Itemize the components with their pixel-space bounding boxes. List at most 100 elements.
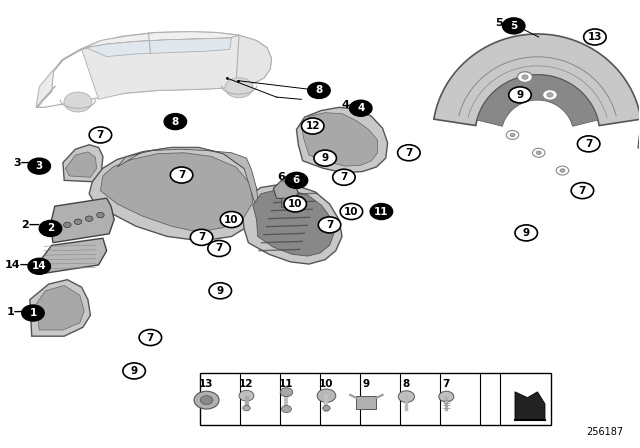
Circle shape [200, 396, 212, 405]
Text: 6—: 6— [278, 172, 296, 182]
Circle shape [89, 127, 111, 143]
Circle shape [556, 166, 569, 175]
Circle shape [370, 203, 392, 220]
Text: 5—: 5— [495, 18, 514, 28]
Circle shape [577, 136, 600, 152]
Circle shape [349, 100, 372, 116]
Text: 9: 9 [516, 90, 524, 100]
Circle shape [243, 405, 250, 411]
Circle shape [28, 158, 51, 174]
Text: 9: 9 [363, 379, 370, 389]
Circle shape [239, 390, 254, 401]
Polygon shape [86, 38, 232, 56]
Circle shape [282, 405, 291, 413]
Text: 7: 7 [178, 170, 185, 180]
Text: 10: 10 [319, 379, 333, 389]
Circle shape [397, 145, 420, 161]
Polygon shape [434, 34, 640, 125]
Circle shape [39, 220, 61, 237]
Text: 7: 7 [326, 220, 333, 230]
Text: 3: 3 [36, 161, 43, 171]
Circle shape [164, 114, 187, 129]
Text: 1—: 1— [6, 307, 26, 317]
Polygon shape [82, 35, 239, 99]
Text: 7: 7 [215, 243, 223, 254]
Circle shape [308, 82, 330, 99]
Polygon shape [36, 47, 86, 108]
Text: 9: 9 [523, 228, 530, 238]
Circle shape [301, 118, 324, 134]
Text: 8: 8 [316, 86, 323, 95]
Text: 7: 7 [405, 148, 413, 158]
Text: 7: 7 [443, 379, 450, 389]
Text: 13: 13 [588, 32, 602, 42]
Circle shape [510, 133, 515, 137]
Text: 9: 9 [217, 286, 224, 296]
Text: 7: 7 [198, 233, 205, 242]
Polygon shape [253, 190, 334, 256]
Circle shape [515, 225, 538, 241]
Circle shape [194, 391, 219, 409]
Circle shape [97, 212, 104, 218]
Circle shape [502, 18, 525, 34]
Polygon shape [82, 32, 239, 49]
Text: 11: 11 [279, 379, 294, 389]
Text: 14—: 14— [5, 260, 32, 270]
Circle shape [560, 169, 565, 172]
Text: 4: 4 [357, 103, 364, 113]
Circle shape [74, 219, 82, 224]
Circle shape [506, 130, 519, 139]
Circle shape [536, 151, 541, 155]
Polygon shape [242, 185, 342, 264]
Polygon shape [63, 145, 103, 182]
Polygon shape [89, 147, 259, 241]
Circle shape [63, 222, 71, 228]
Text: 5: 5 [510, 21, 517, 31]
Polygon shape [65, 152, 97, 177]
Text: 8: 8 [172, 116, 179, 127]
Polygon shape [638, 115, 640, 148]
Text: 6: 6 [293, 175, 300, 185]
Circle shape [280, 388, 292, 396]
Text: 3—: 3— [13, 158, 32, 168]
Circle shape [543, 90, 557, 100]
Bar [200, 373, 551, 425]
Text: 11: 11 [374, 207, 388, 216]
Circle shape [225, 78, 253, 98]
Circle shape [317, 389, 336, 402]
Circle shape [518, 72, 532, 82]
Circle shape [190, 229, 212, 246]
Polygon shape [296, 108, 388, 173]
Circle shape [547, 93, 553, 97]
Circle shape [22, 305, 44, 321]
Polygon shape [301, 113, 378, 166]
Circle shape [28, 258, 51, 274]
Text: 7: 7 [579, 185, 586, 196]
Circle shape [170, 167, 193, 183]
Text: 14: 14 [32, 261, 47, 271]
Polygon shape [100, 153, 253, 232]
Text: 13: 13 [199, 379, 214, 389]
Text: 9: 9 [322, 153, 329, 163]
Text: 8: 8 [403, 379, 410, 389]
Text: 7: 7 [585, 139, 593, 149]
Text: 4—: 4— [342, 100, 361, 110]
Circle shape [584, 29, 606, 45]
Circle shape [571, 183, 594, 198]
Polygon shape [236, 35, 271, 87]
Text: 12: 12 [239, 379, 254, 389]
Text: 1: 1 [29, 308, 36, 318]
Circle shape [323, 405, 330, 411]
Circle shape [522, 75, 528, 79]
Circle shape [439, 391, 454, 402]
Bar [356, 396, 376, 409]
Polygon shape [36, 285, 84, 330]
Circle shape [284, 196, 307, 212]
Polygon shape [282, 198, 292, 208]
Circle shape [398, 391, 415, 402]
Text: 10: 10 [344, 207, 358, 216]
Text: 10: 10 [224, 215, 239, 224]
Circle shape [209, 283, 232, 299]
Polygon shape [51, 198, 114, 243]
Circle shape [123, 363, 145, 379]
